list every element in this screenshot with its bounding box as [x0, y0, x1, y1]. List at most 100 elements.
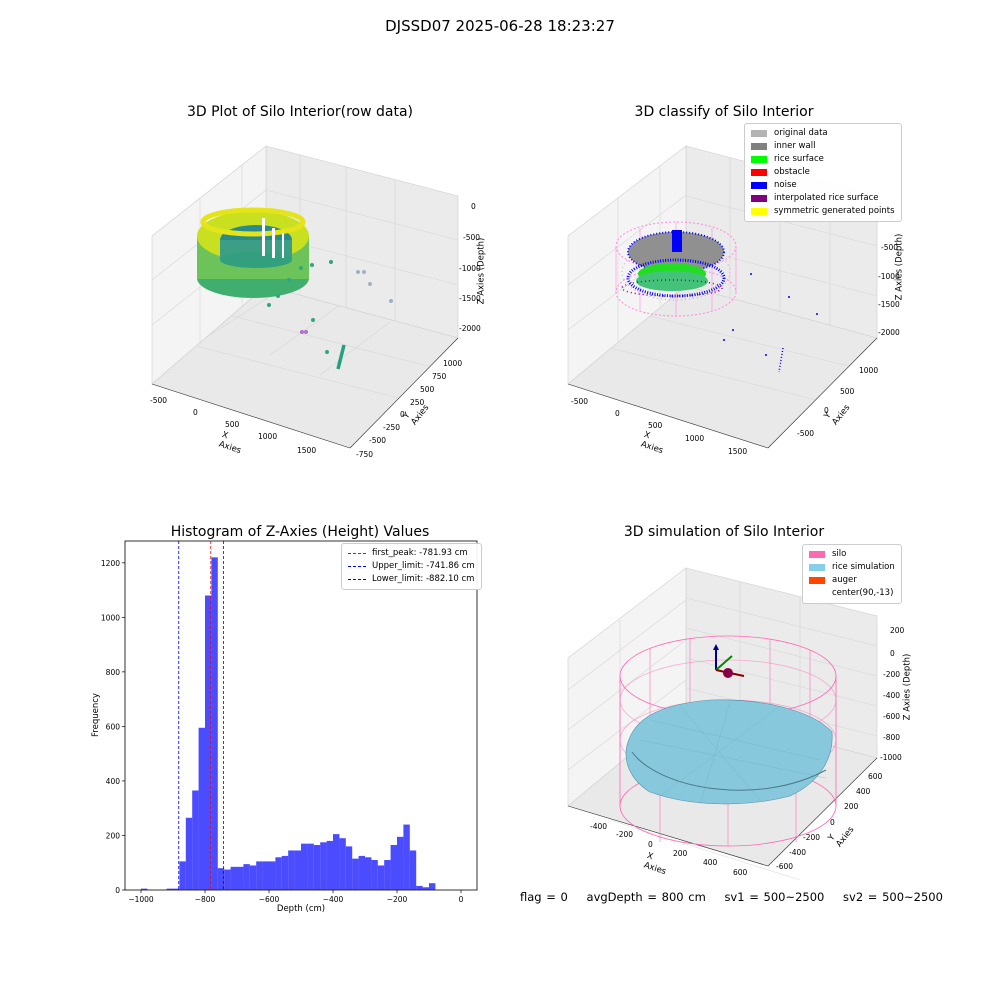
- histogram-bar: [429, 883, 436, 890]
- sim-xtick: 200: [673, 849, 688, 858]
- classify-xtick: 1000: [685, 434, 705, 443]
- raw-ytick: -250: [383, 423, 401, 432]
- raw-ytick: 1000: [443, 359, 463, 368]
- legend-label: interpolated rice surface: [774, 193, 879, 203]
- legend-item: noise: [751, 179, 895, 192]
- histogram-reference-lines: [178, 541, 225, 890]
- figure-title: DJSSD07 2025-06-28 18:23:27: [385, 17, 615, 35]
- histogram-bar: [211, 557, 218, 890]
- classify-ytick: -500: [797, 429, 815, 438]
- histogram-axes: −1000 −800 −600 −400 −200 0 0 200 400 600 800 1000…: [91, 540, 478, 914]
- raw-ztick: -2000: [459, 324, 481, 333]
- histogram-bar: [256, 861, 263, 890]
- legend-swatch: [809, 564, 825, 571]
- histogram-bar: [307, 843, 314, 890]
- histogram-xlabel: Depth (cm): [277, 904, 325, 914]
- raw-ztick: -500: [463, 233, 481, 242]
- legend-swatch: [751, 208, 767, 215]
- histogram-bar: [281, 855, 289, 890]
- raw-ytick: 750: [432, 372, 447, 381]
- sim-ztick: 200: [890, 626, 905, 635]
- legend-label: rice simulation: [832, 562, 895, 572]
- raw-ztick: -1500: [459, 294, 481, 303]
- histogram-bar: [141, 888, 148, 890]
- sim-ytick: 0: [830, 818, 835, 827]
- legend-swatch: [751, 156, 767, 163]
- histogram-y-ticks: 0 200 400 600 800 1000 1200: [101, 559, 125, 895]
- legend-item: center(90,-13): [809, 587, 895, 600]
- legend-label: inner wall: [774, 141, 816, 151]
- histogram-bar: [416, 885, 423, 890]
- flag-text: flag = 0: [520, 890, 568, 904]
- raw-xtick: 1500: [297, 446, 317, 455]
- histogram-bar: [339, 838, 346, 890]
- raw-ztick: -1000: [459, 264, 481, 273]
- classify-ztick: -2000: [878, 328, 900, 337]
- histogram-bar: [422, 887, 429, 890]
- legend-item: rice surface: [751, 153, 895, 166]
- legend-line: [348, 553, 366, 554]
- histogram-bar: [269, 861, 276, 890]
- x-tick-label: 0: [459, 895, 464, 904]
- sim-ytick: -600: [776, 862, 794, 871]
- legend-swatch: [751, 143, 767, 150]
- histogram-bar: [262, 861, 269, 890]
- sim-ztick: 0: [890, 649, 895, 658]
- sim-ztick: -800: [883, 733, 901, 742]
- raw-ytick: 0: [400, 410, 405, 419]
- sim-ytick: 600: [868, 772, 883, 781]
- raw-plot-title: 3D Plot of Silo Interior(row data): [186, 104, 414, 120]
- histogram-bar: [294, 850, 301, 890]
- sim-ztick: -600: [883, 712, 901, 721]
- histogram-bar: [249, 865, 257, 890]
- sim-ytick: 400: [856, 787, 871, 796]
- histogram-bar: [390, 845, 397, 890]
- classify-ytick: 1000: [859, 366, 879, 375]
- histogram-title: Histogram of Z-Axies (Height) Values: [170, 524, 430, 540]
- histogram-bar: [345, 846, 353, 890]
- sv1-text: sv1 = 500~2500: [724, 890, 825, 904]
- histogram-bar: [198, 727, 205, 890]
- legend-label: center(90,-13): [832, 588, 894, 598]
- raw-xtick: 0: [193, 408, 198, 417]
- histogram-bar: [243, 864, 250, 890]
- raw-ztick: 0: [471, 202, 476, 211]
- classify-zlabel: Z Axies (Depth): [894, 233, 905, 301]
- histogram-bars: [141, 557, 436, 890]
- legend-item: first_peak: -781.93 cm: [348, 547, 475, 560]
- histogram-bar: [166, 888, 173, 890]
- raw-zlabel: Z Axies (Depth): [476, 237, 487, 305]
- raw-xtick: 1000: [258, 432, 278, 441]
- legend-swatch: [809, 590, 825, 597]
- y-tick-label: 0: [115, 886, 120, 895]
- legend-line: [348, 566, 366, 567]
- classify-ztick: -500: [881, 243, 899, 252]
- classify-xtick: 500: [648, 421, 663, 430]
- sv2-text: sv2 = 500~2500: [843, 890, 943, 904]
- classify-plot-title: 3D classify of Silo Interior: [634, 104, 814, 120]
- simulation-silo-and-rice: [619, 635, 837, 847]
- classify-ztick: -1000: [878, 272, 900, 281]
- raw-ytick: -750: [356, 450, 374, 459]
- legend-item: inner wall: [751, 140, 895, 153]
- avg-depth-text: avgDepth = 800 cm: [586, 890, 706, 904]
- histogram-bar: [205, 595, 212, 890]
- histogram-bar: [301, 843, 308, 890]
- raw-xtick: -500: [150, 396, 168, 405]
- raw-ytick: -500: [369, 436, 387, 445]
- histogram-bar: [320, 842, 327, 890]
- sim-ztick: -1000: [880, 753, 902, 762]
- sim-ztick: -200: [883, 670, 901, 679]
- raw-point-cloud: [197, 207, 393, 370]
- classify-ztick: -1500: [878, 300, 900, 309]
- histogram-bar: [326, 840, 333, 890]
- sim-xtick: -400: [590, 822, 608, 831]
- histogram-bar: [185, 817, 193, 890]
- sim-xtick: -200: [616, 830, 634, 839]
- histogram-bar: [313, 845, 321, 890]
- classify-xtick: 1500: [728, 447, 748, 456]
- y-tick-label: 600: [106, 722, 121, 731]
- sim-xtick: 0: [648, 840, 653, 849]
- histogram-bar: [333, 834, 340, 890]
